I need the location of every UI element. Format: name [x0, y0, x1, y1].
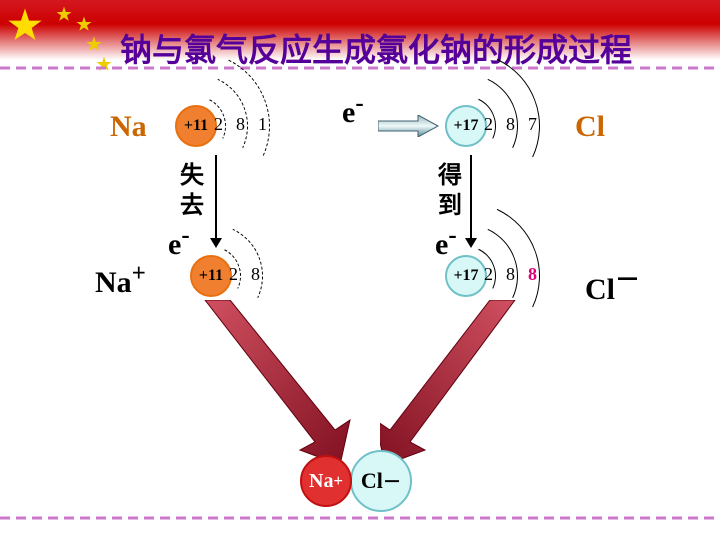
text-label: e- [168, 222, 190, 262]
dashed-bottom [0, 516, 720, 520]
star-icon [85, 35, 103, 53]
product-na: Na+ [300, 455, 352, 507]
text-label: e- [435, 222, 457, 262]
arrow-down-na [215, 155, 217, 240]
na-ion-label: Na+ [95, 260, 146, 300]
combine-arrow-right [380, 300, 520, 470]
text-label: 去 [180, 185, 204, 220]
shell-electron-count: 8 [251, 264, 260, 285]
shell-electron-count: 8 [528, 264, 537, 285]
star-icon [75, 15, 93, 33]
star-icon [5, 5, 45, 45]
cl-ion-label: Cl－ [585, 260, 640, 307]
text-label: 到 [438, 185, 462, 220]
cl-label: Cl [575, 110, 605, 144]
shell-electron-count: 1 [258, 114, 267, 135]
text-label: e- [342, 90, 364, 130]
star-icon [95, 55, 113, 73]
product-cl: Cl－ [350, 450, 412, 512]
star-icon [55, 5, 73, 23]
dashed-top [0, 66, 720, 70]
transfer-arrow [378, 115, 440, 137]
arrow-down-cl [470, 155, 472, 240]
shell-electron-count: 7 [528, 114, 537, 135]
combine-arrow-left [200, 300, 360, 470]
